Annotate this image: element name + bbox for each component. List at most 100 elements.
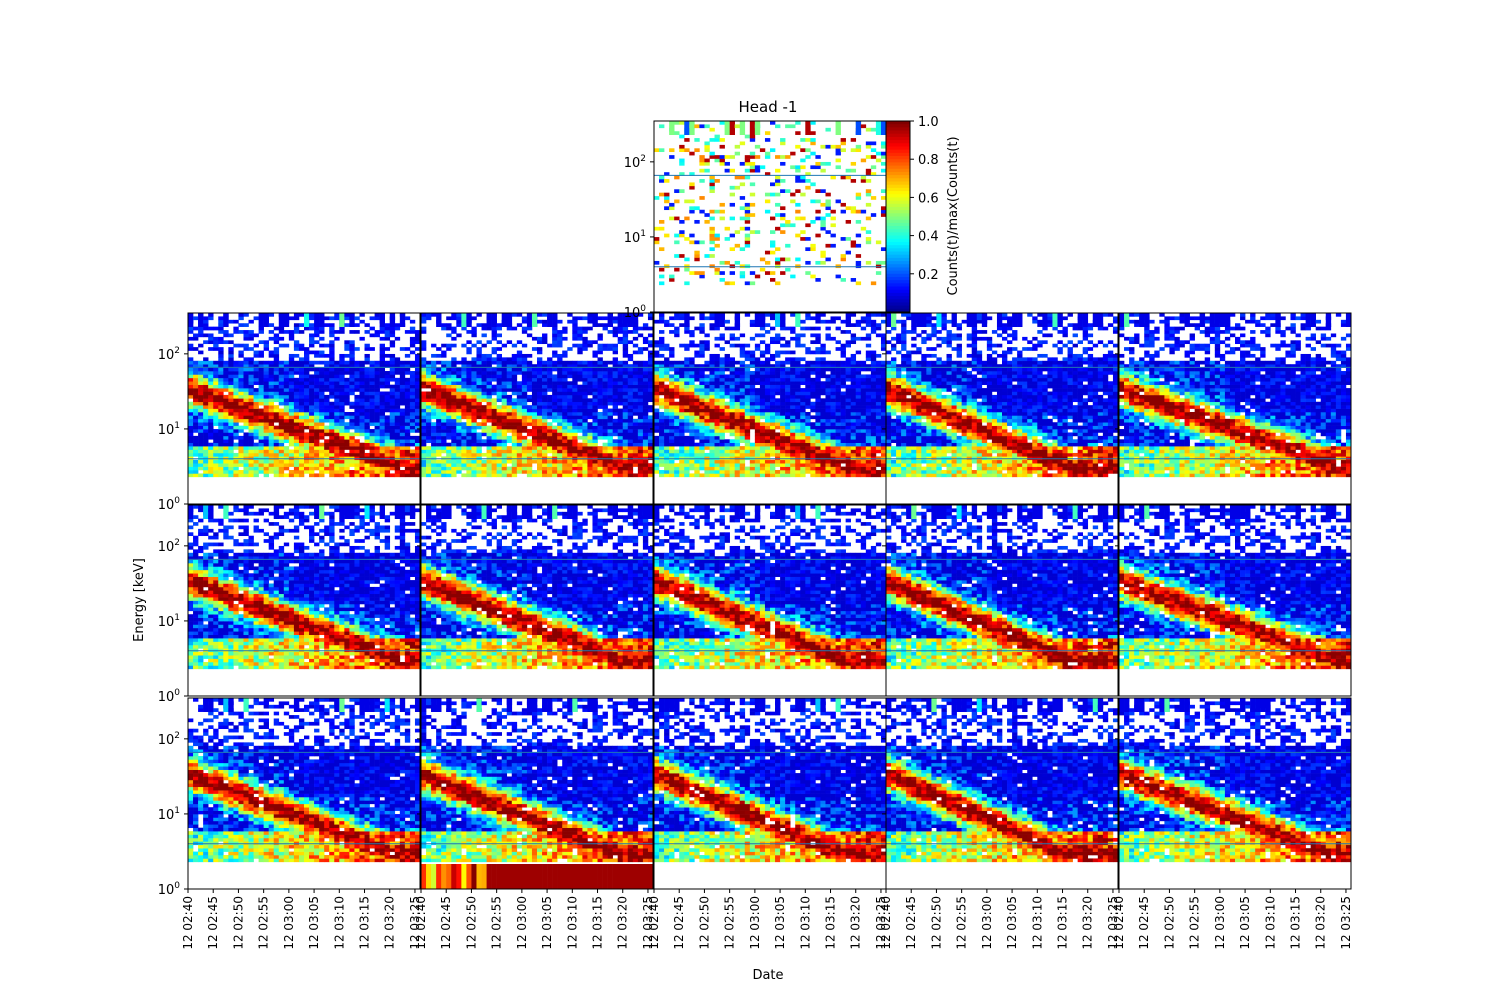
heatmap-cell xyxy=(815,162,820,166)
heatmap-cell xyxy=(431,398,436,402)
heatmap-cell xyxy=(755,409,760,413)
heatmap-cell xyxy=(193,422,198,426)
heatmap-cell xyxy=(745,473,750,477)
heatmap-cell xyxy=(623,340,628,344)
heatmap-cell xyxy=(740,402,745,406)
heatmap-cell xyxy=(638,473,643,477)
heatmap-cell xyxy=(471,395,476,399)
heatmap-cell xyxy=(628,436,633,440)
heatmap-cell xyxy=(274,419,279,423)
heatmap-cell xyxy=(557,446,562,450)
heatmap-cell xyxy=(188,347,193,351)
heatmap-cell xyxy=(380,432,385,436)
heatmap-cell xyxy=(537,381,542,385)
heatmap-cell xyxy=(482,371,487,375)
heatmap-cell xyxy=(487,453,492,457)
heatmap-cell xyxy=(339,398,344,402)
heatmap-cell xyxy=(421,402,426,406)
heatmap-cell xyxy=(228,340,233,344)
heatmap-cell xyxy=(638,388,643,392)
heatmap-cell xyxy=(674,405,679,409)
heatmap-cell xyxy=(339,388,344,392)
heatmap-cells xyxy=(654,313,886,477)
heatmap-cell xyxy=(436,453,441,457)
heatmap-cell xyxy=(760,409,765,413)
heatmap-cell xyxy=(704,412,709,416)
heatmap-cell xyxy=(775,264,780,268)
heatmap-cell xyxy=(669,446,674,450)
heatmap-cell xyxy=(188,385,193,389)
heatmap-cell xyxy=(451,371,456,375)
heatmap-cell xyxy=(451,436,456,440)
heatmap-cell xyxy=(385,381,390,385)
heatmap-cell xyxy=(264,344,269,348)
heatmap-cell xyxy=(380,385,385,389)
heatmap-cell xyxy=(249,388,254,392)
heatmap-cell xyxy=(582,419,587,423)
heatmap-cell xyxy=(790,223,795,227)
heatmap-cell xyxy=(264,388,269,392)
heatmap-cell xyxy=(415,450,420,454)
heatmap-cell xyxy=(415,395,420,399)
heatmap-cell xyxy=(259,463,264,467)
heatmap-cell xyxy=(441,470,446,474)
heatmap-cell xyxy=(552,330,557,334)
heatmap-cell xyxy=(461,402,466,406)
heatmap-cell xyxy=(213,439,218,443)
heatmap-cell xyxy=(598,450,603,454)
heatmap-cell xyxy=(603,405,608,409)
heatmap-cell xyxy=(694,251,699,255)
heatmap-cell xyxy=(608,470,613,474)
heatmap-cell xyxy=(228,415,233,419)
heatmap-cell xyxy=(319,381,324,385)
heatmap-cell xyxy=(395,398,400,402)
heatmap-cell xyxy=(451,398,456,402)
heatmap-cell xyxy=(502,378,507,382)
heatmap-cell xyxy=(557,453,562,457)
heatmap-cell xyxy=(765,463,770,467)
heatmap-cell xyxy=(354,473,359,477)
heatmap-cell xyxy=(674,176,679,180)
heatmap-cell xyxy=(537,320,542,324)
heatmap-cell xyxy=(188,395,193,399)
heatmap-cell xyxy=(735,152,740,156)
heatmap-cell xyxy=(294,450,299,454)
heatmap-cell xyxy=(254,463,259,467)
heatmap-cell xyxy=(567,412,572,416)
heatmap-cell xyxy=(557,460,562,464)
heatmap-cell xyxy=(608,419,613,423)
heatmap-cell xyxy=(730,281,735,285)
heatmap-cell xyxy=(446,323,451,327)
heatmap-cell xyxy=(354,419,359,423)
heatmap-cell xyxy=(709,388,714,392)
heatmap-cell xyxy=(218,395,223,399)
heatmap-cell xyxy=(709,210,714,214)
heatmap-cell xyxy=(755,155,760,159)
heatmap-cell xyxy=(254,316,259,320)
heatmap-cell xyxy=(659,429,664,433)
heatmap-cell xyxy=(476,450,481,454)
heatmap-cell xyxy=(436,381,441,385)
heatmap-cell xyxy=(198,392,203,396)
heatmap-cell xyxy=(482,473,487,477)
heatmap-cell xyxy=(482,388,487,392)
heatmap-cell xyxy=(213,395,218,399)
heatmap-cell xyxy=(623,368,628,372)
heatmap-cell xyxy=(249,463,254,467)
heatmap-cell xyxy=(608,439,613,443)
heatmap-cell xyxy=(633,450,638,454)
heatmap-cell xyxy=(405,422,410,426)
heatmap-cell xyxy=(552,368,557,372)
heatmap-cell xyxy=(730,419,735,423)
heatmap-cell xyxy=(289,439,294,443)
heatmap-cell xyxy=(755,371,760,375)
heatmap-cell xyxy=(557,405,562,409)
heatmap-cell xyxy=(730,450,735,454)
heatmap-cell xyxy=(446,429,451,433)
heatmap-cell xyxy=(730,357,735,361)
heatmap-cell xyxy=(562,443,567,447)
heatmap-cell xyxy=(259,392,264,396)
heatmap-cell xyxy=(750,281,755,285)
heatmap-cell xyxy=(608,446,613,450)
heatmap-cell xyxy=(198,327,203,331)
